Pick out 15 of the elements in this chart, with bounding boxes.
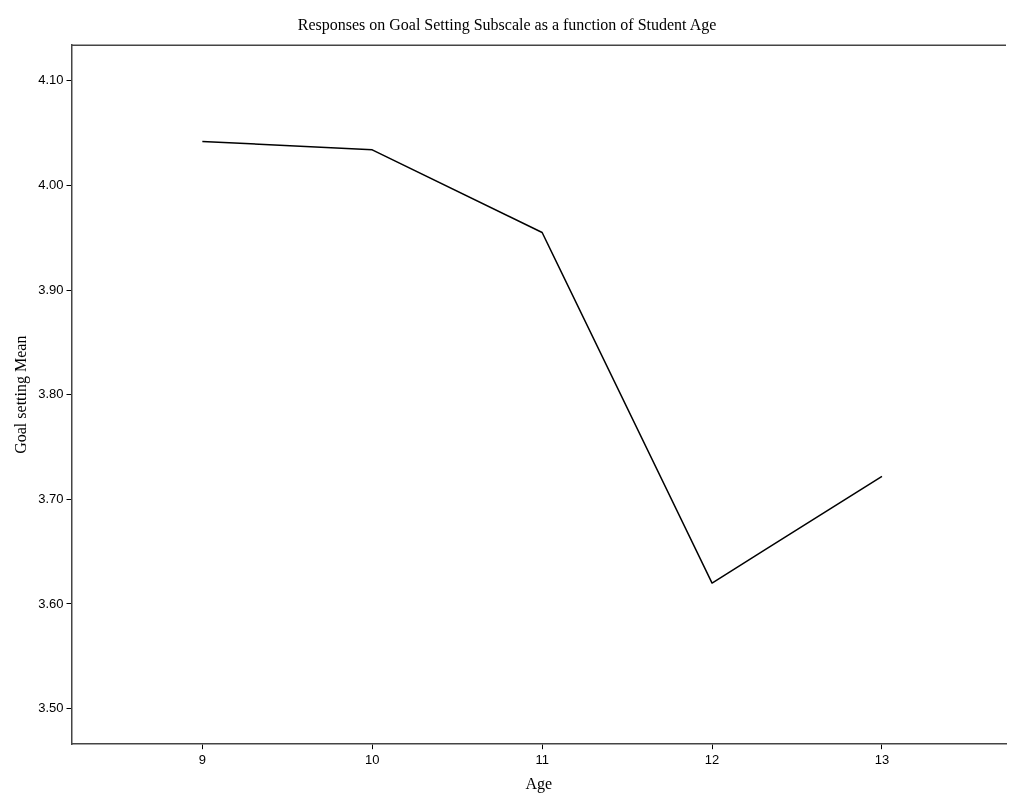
y-axis-title: Goal setting Mean	[11, 335, 30, 454]
x-tick-label: 13	[874, 751, 890, 767]
chart-title: Responses on Goal Setting Subscale as a function of Student Age	[297, 15, 717, 34]
y-tick-label: 3.60	[38, 595, 64, 611]
x-tick-label: 9	[198, 751, 206, 767]
x-axis-title: Age	[525, 774, 553, 793]
y-tick-label: 3.80	[38, 386, 64, 402]
x-tick-label: 11	[535, 751, 549, 767]
y-tick-label: 4.10	[38, 72, 64, 88]
y-tick-label: 4.00	[38, 177, 64, 192]
y-tick-label: 3.90	[38, 281, 64, 297]
x-tick-label: 12	[704, 751, 720, 767]
y-tick-label: 3.70	[38, 490, 64, 506]
x-tick-label: 10	[365, 751, 380, 767]
y-tick-label: 3.50	[38, 700, 64, 716]
